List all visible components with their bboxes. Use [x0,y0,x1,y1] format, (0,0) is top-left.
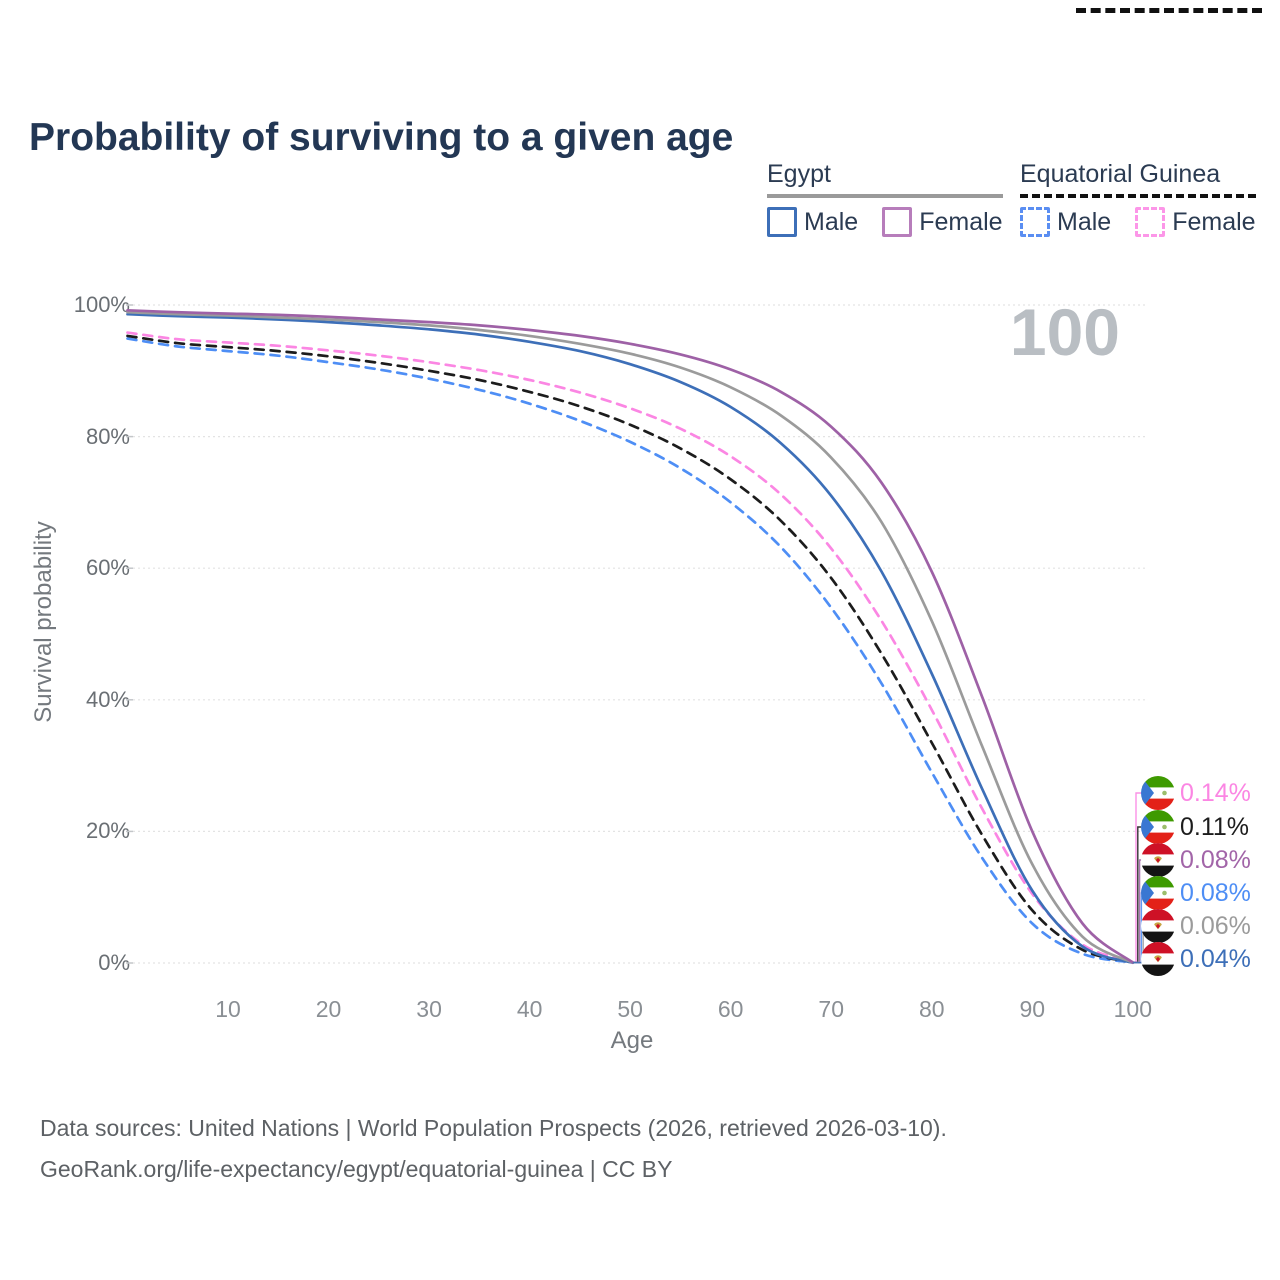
legend-item-label: Female [919,207,1003,236]
x-tick-label: 60 [717,996,744,1022]
gq-male-swatch-icon [1020,207,1050,237]
end-label-value: 0.06% [1180,912,1251,940]
end-label-value: 0.04% [1180,945,1251,973]
curve-equatorial-guinea-both-sexes [126,334,1135,964]
legend-item-gq-female[interactable]: Female [1135,207,1256,237]
end-label-row: 0.14% [1141,776,1251,810]
legend-item-egypt-male[interactable]: Male [767,207,858,237]
equatorial-guinea-flag-icon [1141,876,1175,910]
legend-item-egypt-female[interactable]: Female [882,207,1003,237]
x-tick-label: 40 [516,996,543,1022]
y-tick-label: 100% [73,292,130,317]
legend-title-egypt: Egypt [767,160,1003,198]
y-tick-label: 80% [85,423,130,449]
y-tick-label: 60% [85,555,130,581]
legend-item-label: Male [1057,207,1112,236]
equatorial-guinea-flag-icon [1141,776,1175,810]
x-axis-title: Age [610,1027,654,1054]
x-tick-label: 10 [215,996,241,1022]
legend-group-egypt: Egypt Male Female [767,160,1003,237]
curve-egypt-female [126,308,1135,964]
x-tick-label: 70 [818,996,844,1022]
source-line-1: Data sources: United Nations | World Pop… [40,1115,947,1141]
gq-female-swatch-icon [1135,207,1166,237]
x-tick-label: 30 [416,996,442,1022]
end-label-value: 0.11% [1180,813,1250,841]
egypt-flag-icon [1141,942,1175,976]
curve-egypt-both-sexes [126,310,1135,964]
egypt-flag-icon [1141,843,1175,877]
top-right-dashed-line [1076,8,1262,13]
y-tick-label: 0% [98,950,130,975]
equatorial-guinea-flag-icon [1141,810,1175,844]
x-tick-label: 80 [918,996,945,1022]
egypt-female-swatch-icon [882,207,913,237]
legend-title-equatorial-guinea: Equatorial Guinea [1020,160,1256,198]
curve-equatorial-guinea-male [126,337,1135,964]
curve-equatorial-guinea-female [126,331,1135,964]
x-tick-label: 90 [1019,996,1046,1022]
legend-item-gq-male[interactable]: Male [1020,207,1111,237]
end-label-value: 0.08% [1180,879,1251,907]
curve-egypt-male [126,312,1135,965]
y-tick-label: 20% [85,818,130,844]
source-line-2: GeoRank.org/life-expectancy/egypt/equato… [40,1155,673,1182]
legend-item-label: Female [1172,207,1256,236]
x-tick-label: 100 [1113,996,1152,1022]
legend-item-label: Male [804,207,859,236]
y-tick-label: 40% [85,686,130,712]
end-label-value: 0.08% [1180,846,1251,874]
end-label-row: 0.11% [1141,810,1249,844]
page-title: Probability of surviving to a given age [29,116,734,160]
end-label-row: 0.04% [1141,942,1251,976]
egypt-flag-icon [1141,909,1175,943]
x-tick-label: 20 [315,996,342,1022]
x-tick-label: 50 [617,996,643,1022]
end-label-row: 0.06% [1141,909,1251,943]
egypt-male-swatch-icon [767,207,797,237]
legend-group-equatorial-guinea: Equatorial Guinea Male Female [1020,160,1256,237]
end-label-value: 0.14% [1180,779,1251,807]
end-label-row: 0.08% [1141,843,1251,877]
source-attribution: Data sources: United Nations | World Pop… [40,1108,947,1190]
age-watermark: 100 [1009,295,1120,369]
end-label-row: 0.08% [1141,876,1251,910]
